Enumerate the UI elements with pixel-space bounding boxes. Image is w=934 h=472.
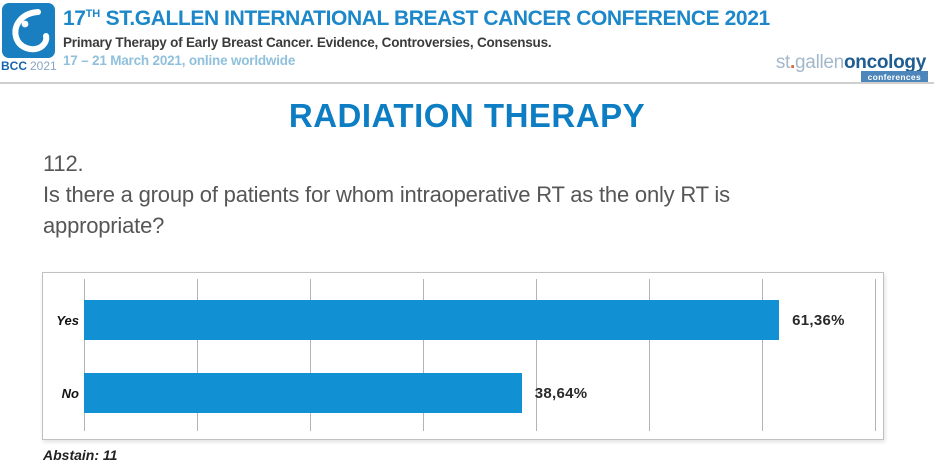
bar-area: 38,64% [84,373,877,413]
gridline [310,279,311,431]
question-text: Is there a group of patients for whom in… [43,182,730,238]
conference-title-ordinal: TH [85,8,101,20]
category-label: No [61,385,79,401]
stgallen-logo-oncology: oncology [843,52,926,73]
gridline [536,279,537,431]
grid-layer [84,279,876,431]
gridline [84,279,85,431]
conference-title: 17TH ST.GALLEN INTERNATIONAL BREAST CANC… [63,7,770,31]
poll-bar-chart: Yes 61,36% No 38,64% [42,272,884,440]
stgallen-logo-tagline: conferences [860,71,928,83]
question-block: 112. Is there a group of patients for wh… [43,148,773,241]
gridline [875,279,876,431]
stgallen-logo-gallen: gallen [795,52,844,73]
question-number: 112. [43,151,84,176]
bcc-logo-year: 2021 [30,59,57,73]
bar-row: No 38,64% [43,373,877,413]
gridline [649,279,650,431]
gridline [762,279,763,431]
conference-title-rest: ST.GALLEN INTERNATIONAL BREAST CANCER CO… [100,7,771,30]
stgallen-logo-dot: . [790,52,796,73]
header-text-block: 17TH ST.GALLEN INTERNATIONAL BREAST CANC… [63,7,770,68]
gridline [197,279,198,431]
bar [84,300,780,340]
bar-area: 61,36% [84,300,877,340]
bcc-logo-text: BCC [1,59,27,73]
stgallen-oncology-logo: st.gallenoncology [776,52,926,74]
bars-layer: Yes 61,36% No 38,64% [43,273,883,439]
header-divider [0,82,934,84]
bar [84,373,522,413]
conference-dates: 17 – 21 March 2021, online worldwide [63,53,296,68]
category-label: Yes [56,312,79,328]
bcc-logo [2,3,55,58]
stgallen-logo-st: st [775,52,791,73]
value-label: 38,64% [534,384,588,402]
bcc-logo-caption: BCC 2021 [1,59,61,73]
value-label: 61,36% [792,311,845,329]
section-title: RADIATION THERAPY [288,97,646,134]
gridline [423,279,424,431]
conference-subtitle: Primary Therapy of Early Breast Cancer. … [63,35,552,50]
conference-title-number: 17 [63,7,86,30]
bcc-logo-mark [12,9,50,53]
bar-row: Yes 61,36% [43,300,877,340]
abstain-footnote: Abstain: 11 [43,447,118,463]
